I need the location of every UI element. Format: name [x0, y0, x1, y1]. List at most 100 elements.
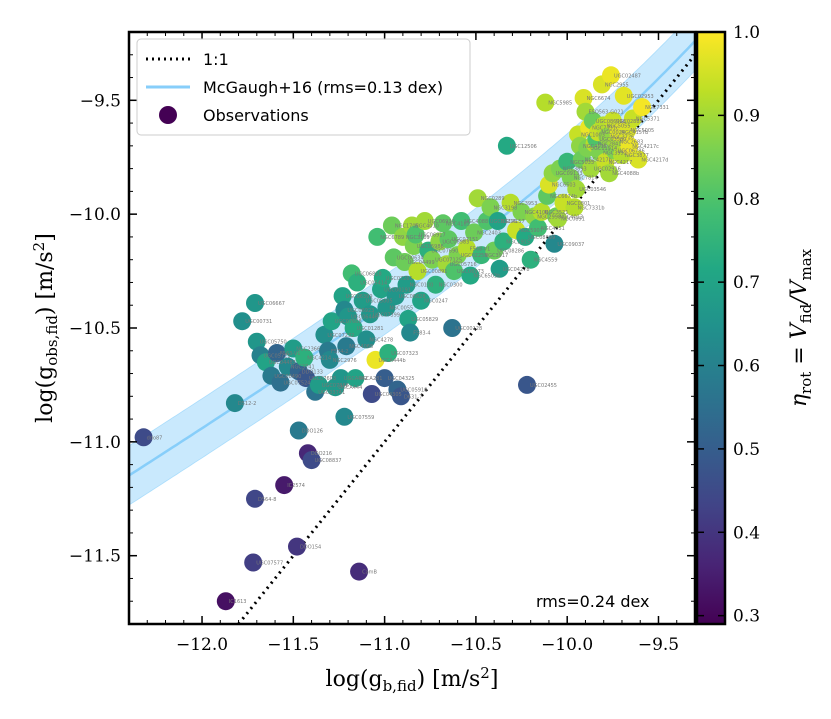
data-point — [426, 275, 445, 294]
point-label: UGC09037 — [557, 242, 584, 248]
point-label: NGC6503b — [473, 274, 500, 280]
data-point — [602, 66, 620, 85]
point-label: UGC00634 — [397, 255, 424, 261]
point-label: UGC07866 — [322, 383, 349, 389]
x-tick-label: −11.5 — [267, 635, 319, 655]
point-label: NGC0100 — [410, 283, 434, 289]
point-label: DDO133 — [302, 369, 323, 375]
point-label: UGC09133 — [556, 171, 583, 177]
point-label: F574-2 — [331, 349, 348, 355]
point-label: NGC3917 — [484, 253, 508, 259]
y-tick-label: −10.0 — [69, 205, 121, 225]
data-point — [620, 136, 639, 155]
colorbar-tick-label: 0.4 — [733, 523, 760, 543]
point-label: IC2574 — [287, 483, 305, 489]
point-label: NGC1705 — [395, 224, 419, 230]
point-label: UGC05918 — [400, 388, 427, 394]
point-label: UGC06917 — [419, 233, 446, 239]
point-label: UGCA281 — [358, 376, 382, 382]
point-label: NGC7814 — [574, 176, 598, 182]
point-label: UGC07608 — [335, 319, 362, 325]
point-label: NGC4138 — [583, 144, 607, 150]
point-label: UGC06983 — [442, 240, 469, 246]
point-label: UGCA444 — [338, 385, 362, 391]
data-point — [375, 369, 394, 388]
data-point — [361, 305, 379, 324]
data-point — [395, 253, 414, 271]
data-point — [532, 202, 551, 221]
data-point — [357, 330, 376, 349]
data-point — [246, 294, 264, 312]
point-label: UGC04278 — [503, 267, 530, 273]
data-point — [565, 198, 584, 217]
data-point — [399, 309, 418, 328]
legend-observations-label: Observations — [203, 106, 309, 125]
legend: 1:1 McGaugh+16 (rms=0.13 dex) Observatio… — [136, 38, 471, 136]
data-point — [497, 136, 516, 155]
point-label: NGC3741 — [291, 365, 315, 371]
x-axis-title: log(gb,fid) [m/s2] — [326, 664, 499, 695]
data-point — [536, 93, 555, 112]
point-label: NGC0289 — [481, 196, 505, 202]
data-point — [247, 332, 266, 351]
data-point — [353, 291, 372, 310]
point-label: NGC5005 — [630, 128, 654, 134]
point-label: NGC2915 — [506, 240, 530, 246]
y-tick-label: −11.5 — [69, 547, 121, 567]
point-label: NGC4068 — [349, 344, 373, 350]
data-point — [397, 275, 416, 294]
point-label: NGC2683 — [620, 139, 644, 145]
data-point — [445, 262, 463, 281]
point-label: D512-2 — [238, 401, 256, 407]
point-label: NGC6503 — [552, 183, 576, 189]
data-point — [382, 216, 401, 235]
colorbar-tick-label: 0.5 — [733, 440, 760, 460]
point-label: NGC2976 — [333, 358, 357, 364]
point-label: UGC07232 — [327, 333, 354, 339]
point-label: UGC01281 — [357, 326, 384, 332]
point-label: NGC4217 — [609, 160, 633, 166]
data-point — [401, 323, 420, 342]
point-label: UGC04499 — [408, 260, 435, 266]
point-label: UGC12506 — [510, 144, 537, 150]
point-label: UGC05750 — [260, 340, 287, 346]
svg-text:log(gb,fid) [m/s2]: log(gb,fid) [m/s2] — [326, 664, 499, 695]
point-label: UGCA444b — [379, 358, 406, 364]
data-point — [443, 319, 462, 337]
point-label: UGC06786 — [618, 148, 645, 154]
data-point — [333, 287, 352, 306]
data-point — [362, 385, 381, 403]
point-label: UGC07577 — [256, 561, 283, 567]
point-label: NGC4088b — [612, 171, 639, 177]
data-point — [386, 287, 405, 306]
point-label: NGC0024 — [601, 130, 625, 136]
data-point — [408, 262, 427, 281]
data-point — [392, 387, 410, 406]
point-label: NGC2998 — [537, 214, 561, 220]
point-label: NGC4214 — [307, 356, 331, 362]
point-label: NGC5371 — [636, 117, 660, 123]
point-label: NGC3953 — [514, 201, 538, 207]
point-label: UGC00731 — [245, 319, 272, 325]
data-point — [225, 394, 244, 413]
x-tick-label: −10.0 — [541, 635, 593, 655]
data-point — [614, 86, 633, 105]
data-point — [289, 421, 308, 440]
point-label: ESO563-G021 — [589, 110, 624, 116]
point-label: NGC3521 — [545, 210, 569, 216]
point-label: NGC3992 — [603, 151, 627, 157]
data-point — [346, 369, 365, 388]
point-label: UGC07261 — [386, 276, 413, 282]
data-point — [337, 337, 356, 356]
point-label: NGC1003 — [581, 133, 605, 139]
data-point — [315, 325, 334, 344]
data-point — [434, 214, 452, 233]
data-point — [412, 291, 431, 310]
point-label: NGC5033 — [570, 160, 594, 166]
point-label: UGC08490 — [274, 374, 301, 380]
point-label: UGC06667 — [258, 301, 285, 307]
y-tick-label: −9.5 — [80, 91, 121, 111]
point-label: UGC07125 — [435, 258, 462, 264]
colorbar-tick-label: 0.6 — [733, 357, 760, 377]
point-label: UGC02916 — [594, 167, 621, 173]
